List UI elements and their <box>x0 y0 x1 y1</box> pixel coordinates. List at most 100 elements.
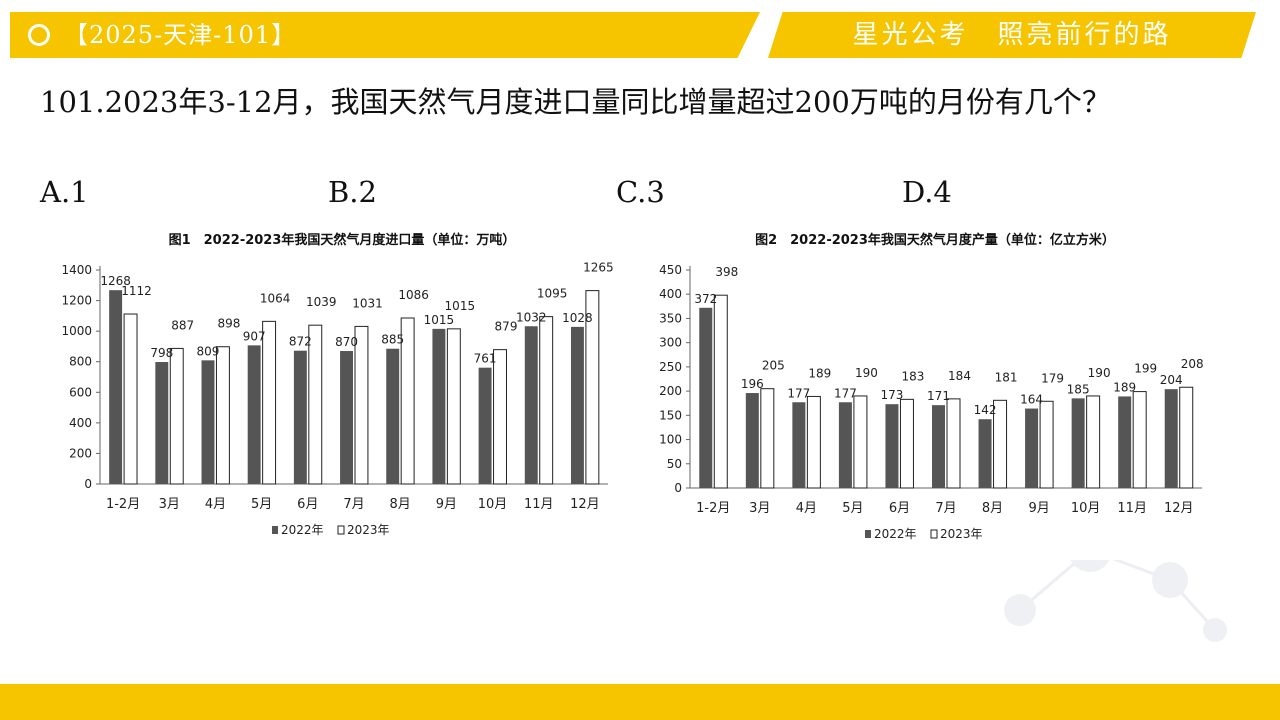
data-label-2022: 173 <box>881 388 904 402</box>
legend-label-2022: 2022年 <box>281 523 324 537</box>
x-tick-label: 8月 <box>390 497 411 512</box>
x-tick-label: 10月 <box>1071 501 1101 516</box>
data-label-2022: 885 <box>381 333 404 347</box>
bar-2022 <box>201 360 215 484</box>
data-label-2022: 372 <box>694 292 717 306</box>
y-tick-label: 450 <box>659 263 682 277</box>
y-tick-label: 300 <box>659 336 682 350</box>
bar-2022 <box>699 307 713 488</box>
chart-title: 图2 2022-2023年我国天然气月度产量（单位：亿立方米） <box>755 232 1115 248</box>
legend-swatch-2022 <box>865 530 871 538</box>
x-tick-label: 7月 <box>935 501 956 516</box>
bar-2022 <box>978 419 992 488</box>
footer-bar <box>0 684 1280 720</box>
x-tick-label: 5月 <box>251 497 272 512</box>
data-label-2023: 1095 <box>537 287 568 301</box>
legend-swatch-2023 <box>337 525 345 535</box>
bar-2023 <box>1132 391 1147 489</box>
data-label-2022: 196 <box>741 377 764 391</box>
x-tick-label: 4月 <box>205 497 226 512</box>
bar-2023 <box>123 313 138 485</box>
legend-swatch-2023 <box>930 529 938 539</box>
data-label-2022: 907 <box>243 329 266 343</box>
data-label-2022: 798 <box>150 346 173 360</box>
data-label-2022: 189 <box>1113 380 1136 394</box>
data-label-2023: 190 <box>855 366 878 380</box>
y-tick-label: 50 <box>667 457 682 471</box>
data-label-2023: 398 <box>715 265 738 279</box>
option-a[interactable]: A.1 <box>40 175 89 209</box>
data-label-2023: 1015 <box>445 299 476 313</box>
x-tick-label: 11月 <box>524 497 554 512</box>
bar-2022 <box>386 348 400 484</box>
bar-2022 <box>1118 396 1132 488</box>
x-tick-label: 1-2月 <box>106 497 140 512</box>
chart-title: 图1 2022-2023年我国天然气月度进口量（单位：万吨） <box>169 232 516 248</box>
bar-2022 <box>1071 398 1085 488</box>
x-tick-label: 9月 <box>1028 501 1049 516</box>
data-label-2023: 189 <box>808 366 831 380</box>
circle-icon <box>28 24 50 46</box>
bar-2023 <box>853 395 868 489</box>
header-banner <box>10 12 760 58</box>
option-d[interactable]: D.4 <box>902 175 952 209</box>
y-tick-label: 400 <box>659 287 682 301</box>
x-tick-label: 12月 <box>1164 501 1194 516</box>
bar-2022 <box>293 350 307 484</box>
data-label-2022: 164 <box>1020 393 1043 407</box>
data-label-2022: 185 <box>1067 382 1090 396</box>
bar-2022 <box>478 367 492 484</box>
chart-production-volume: 图2 2022-2023年我国天然气月度产量（单位：亿立方米） 0 50 100 150… <box>646 220 1224 560</box>
data-label-2023: 205 <box>762 359 785 373</box>
bar-2023 <box>215 346 230 485</box>
bar-2023 <box>446 328 461 485</box>
y-tick-label: 250 <box>659 360 682 374</box>
data-label-2023: 190 <box>1088 366 1111 380</box>
data-label-2022: 1032 <box>516 310 547 324</box>
chart-import-volume: 图1 2022-2023年我国天然气月度进口量（单位：万吨） 0 200 400 600… <box>52 220 632 560</box>
x-tick-label: 6月 <box>297 497 318 512</box>
option-b[interactable]: B.2 <box>328 175 377 209</box>
legend-label-2022: 2022年 <box>874 527 917 541</box>
bar-2023 <box>1179 386 1194 489</box>
bar-2023 <box>539 316 554 485</box>
legend-label-2023: 2023年 <box>347 523 390 537</box>
data-label-2022: 1268 <box>100 274 131 288</box>
data-label-2023: 1086 <box>398 288 429 302</box>
y-tick-label: 350 <box>659 311 682 325</box>
data-label-2022: 177 <box>787 386 810 400</box>
data-label-2023: 879 <box>495 320 518 334</box>
data-label-2022: 870 <box>335 335 358 349</box>
x-tick-label: 9月 <box>436 497 457 512</box>
data-label-2023: 1039 <box>306 295 337 309</box>
bar-2023 <box>493 349 507 485</box>
data-label-2023: 184 <box>948 369 971 383</box>
bar-2022 <box>247 345 261 484</box>
question-source-tag: 【2025-天津-101】 <box>64 21 297 49</box>
y-tick-label: 1200 <box>61 294 92 308</box>
bar-2022 <box>109 290 123 484</box>
x-tick-label: 5月 <box>842 501 863 516</box>
data-label-2023: 1064 <box>260 291 291 305</box>
data-label-2023: 179 <box>1041 371 1064 385</box>
question-text: 101.2023年3-12月，我国天然气月度进口量同比增量超过200万吨的月份有… <box>40 85 1111 119</box>
bar-2022 <box>1025 408 1039 488</box>
data-label-2022: 761 <box>474 352 497 366</box>
data-label-2023: 1031 <box>352 296 383 310</box>
x-tick-label: 7月 <box>343 497 364 512</box>
option-c[interactable]: C.3 <box>616 175 665 209</box>
y-tick-label: 1000 <box>61 324 92 338</box>
data-label-2023: 887 <box>171 318 194 332</box>
x-tick-label: 3月 <box>159 497 180 512</box>
data-label-2023: 181 <box>995 370 1018 384</box>
bar-2022 <box>570 326 584 484</box>
answer-options: A.1 B.2 C.3 D.4 <box>40 172 1240 212</box>
y-tick-label: 150 <box>659 408 682 422</box>
bar-2022 <box>155 362 169 484</box>
y-tick-label: 200 <box>69 446 92 460</box>
bar-2022 <box>524 326 538 484</box>
data-label-2023: 1112 <box>121 284 152 298</box>
legend-swatch-2022 <box>272 526 278 534</box>
chart-import-volume-svg: 图1 2022-2023年我国天然气月度进口量（单位：万吨） 0 200 400 600… <box>61 232 613 537</box>
y-tick-label: 800 <box>69 355 92 369</box>
